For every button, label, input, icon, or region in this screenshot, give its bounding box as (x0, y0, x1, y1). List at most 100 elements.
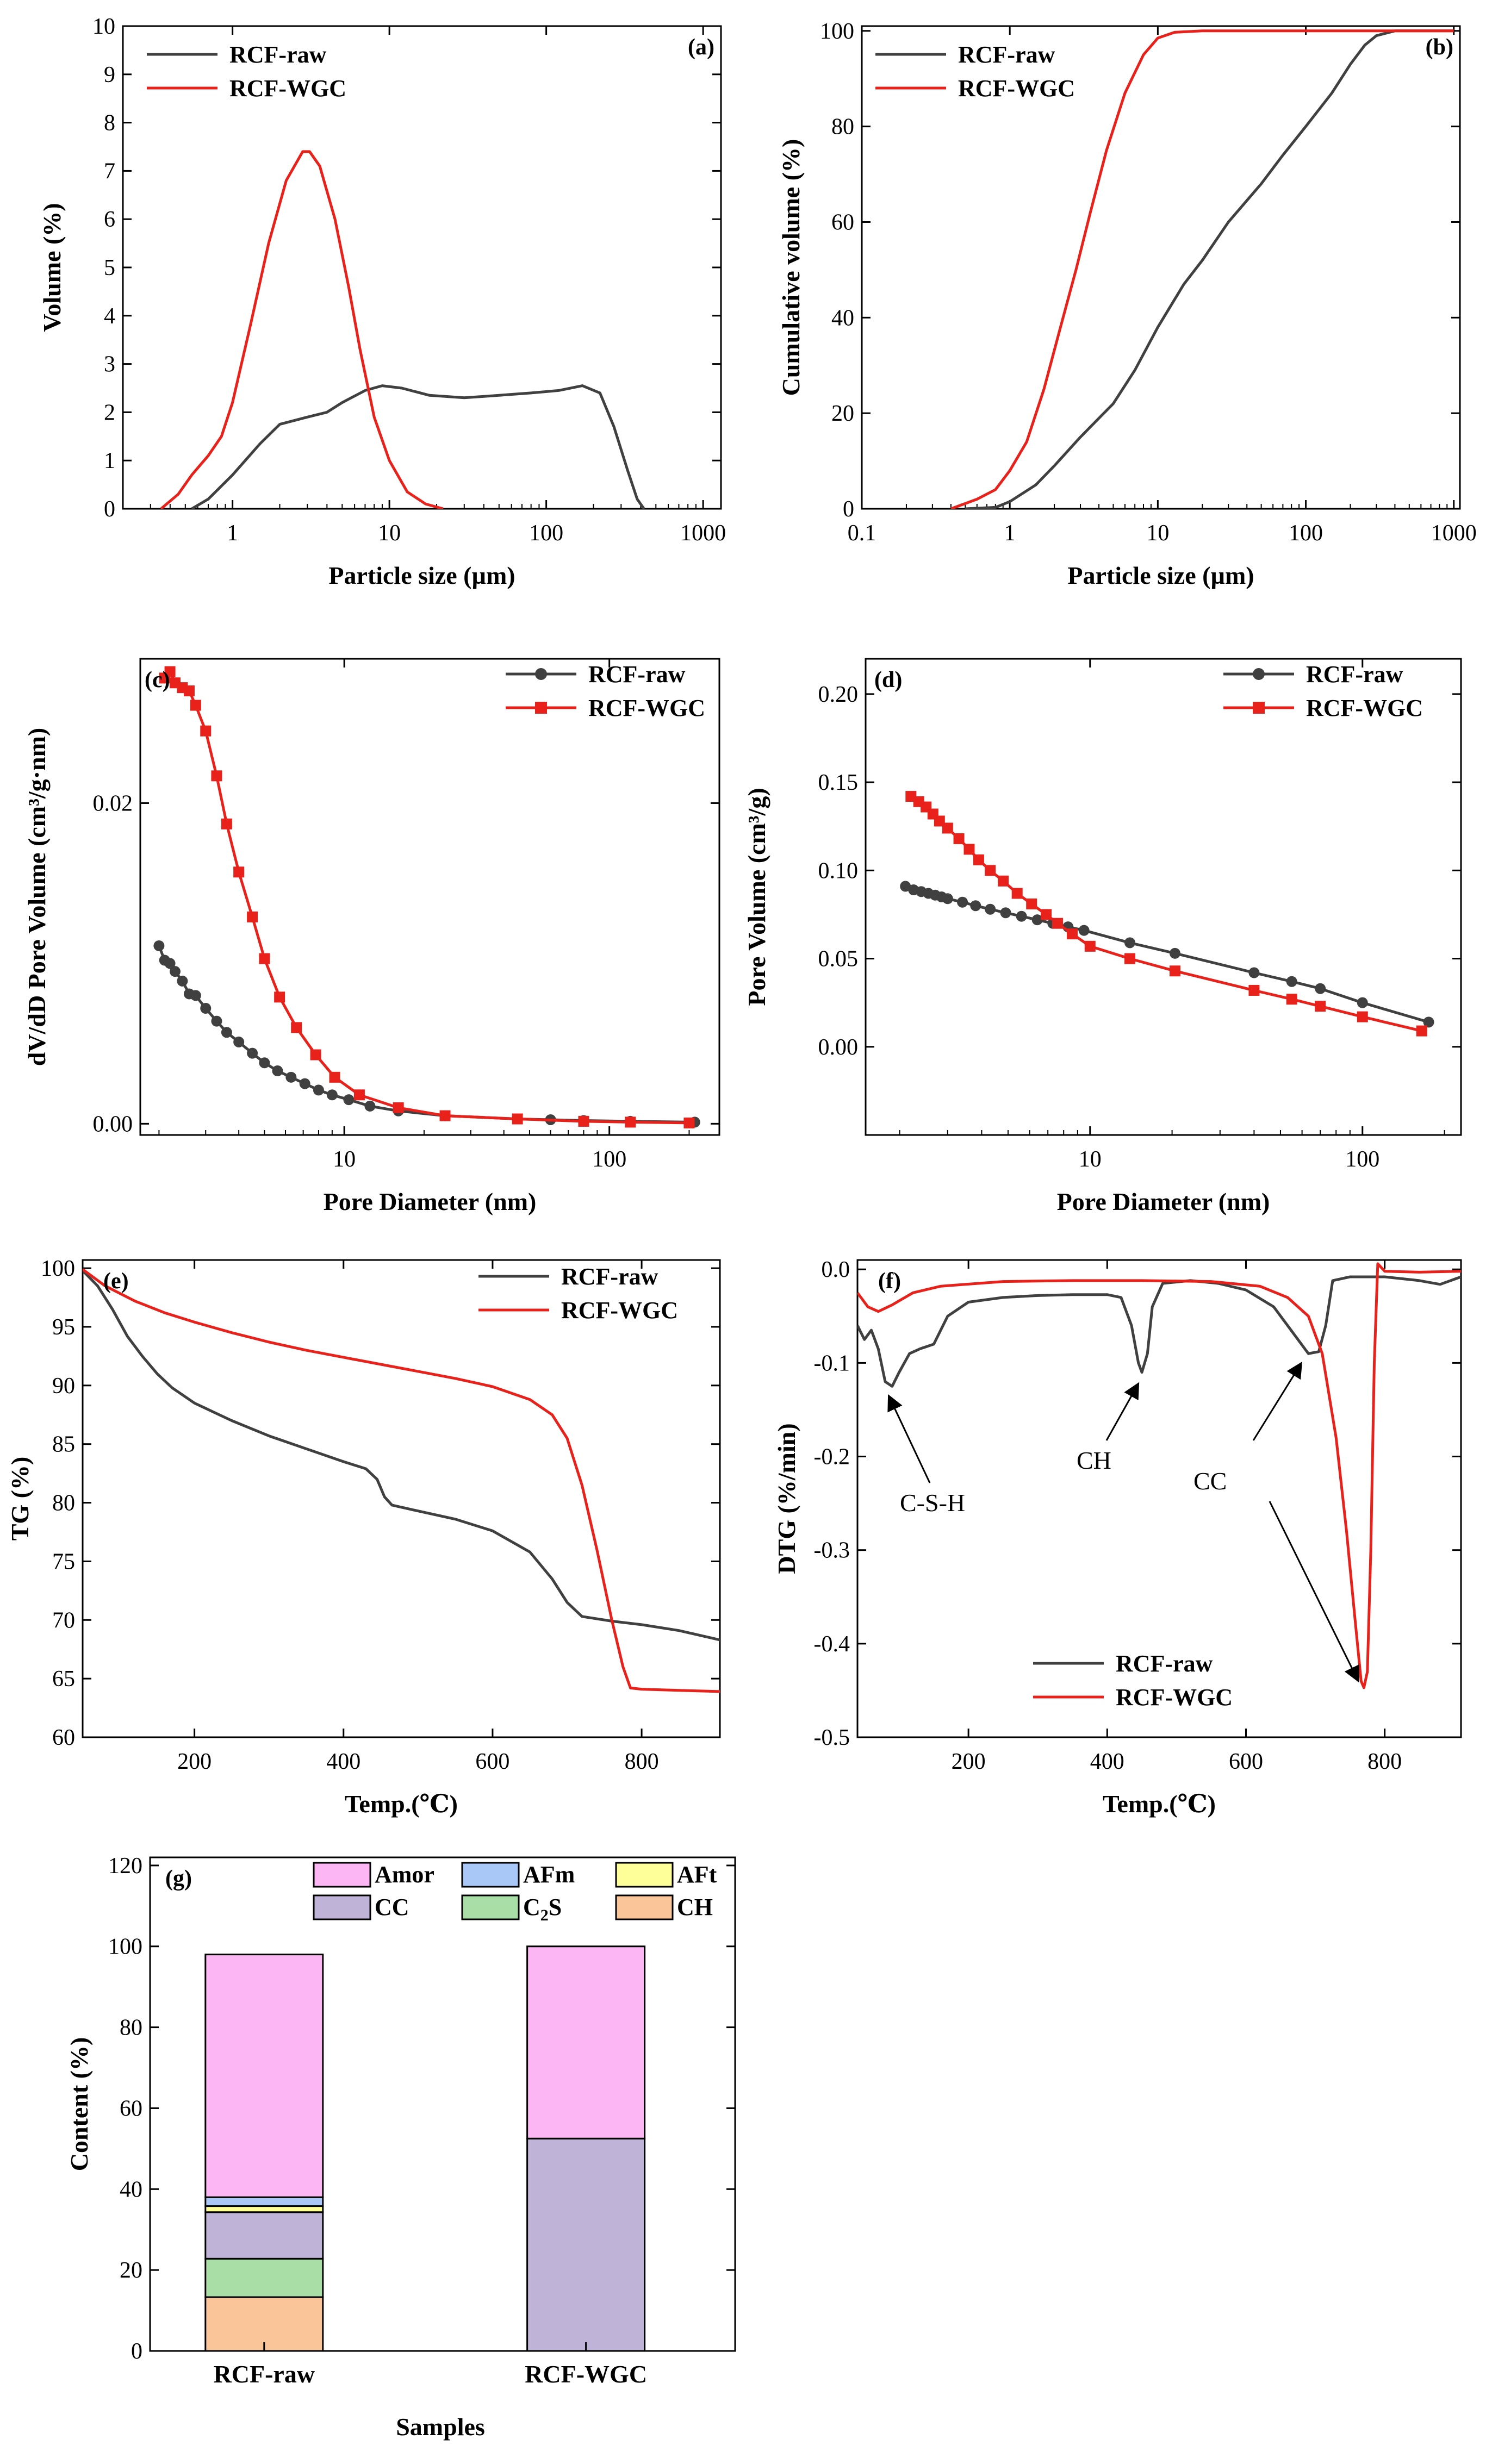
data-point (170, 966, 181, 977)
y-axis-title: DTG (%/min) (773, 1423, 800, 1574)
series-group (153, 666, 700, 1128)
y-tick-label: 0.05 (818, 947, 859, 972)
data-point (233, 1036, 245, 1047)
legend-label: CC (375, 1894, 409, 1920)
data-point (1286, 994, 1297, 1005)
data-point (625, 1116, 636, 1128)
data-point (177, 975, 188, 987)
legend-label: AFt (677, 1861, 717, 1888)
data-point (439, 1110, 451, 1121)
legend-label: RCF-raw (1116, 1650, 1213, 1677)
data-point (973, 854, 984, 865)
data-point (1066, 928, 1078, 940)
data-point (1169, 947, 1180, 959)
y-tick-label: 40 (831, 305, 854, 330)
y-tick-label: 90 (52, 1374, 75, 1399)
legend-label-sub: 2 (540, 1906, 549, 1924)
y-axis-title: Volume (%) (38, 203, 66, 332)
data-point (1315, 983, 1326, 994)
data-point (353, 1089, 365, 1101)
panel-label: (g) (165, 1866, 192, 1891)
x-tick-label: 600 (1229, 1749, 1263, 1774)
annotation-arrow (1252, 1361, 1303, 1441)
x-tick-label: 10 (1079, 1147, 1102, 1172)
y-tick-label: 0 (843, 497, 854, 522)
bar-segment-amor (526, 1945, 646, 2139)
x-tick-label: 1000 (680, 521, 726, 546)
y-tick-label: 65 (52, 1667, 75, 1692)
series-line-rcf-wgc (950, 29, 1454, 509)
y-tick-label: 7 (104, 159, 115, 184)
data-point (200, 1002, 212, 1014)
x-tick-label: 100 (529, 521, 563, 546)
legend-label: RCF-WGC (958, 75, 1075, 102)
series-line-rcf-raw (83, 1269, 720, 1642)
data-point (326, 1089, 338, 1101)
data-point (683, 1117, 695, 1128)
y-axis-title: Content (%) (65, 2037, 93, 2172)
y-tick-label: 10 (92, 14, 115, 39)
data-point (393, 1102, 404, 1113)
legend-swatch (615, 1862, 674, 1888)
y-tick-label: 20 (831, 401, 854, 426)
data-point (998, 875, 1009, 887)
x-axis-title: Samples (396, 2413, 485, 2441)
x-category-label: RCF-raw (214, 2360, 315, 2388)
chart-panel-b: 0.1 1 10 100 1000 Particle size (µm) 0 20 40 60 80… (777, 19, 1477, 589)
data-point (1248, 984, 1260, 996)
data-point (272, 1065, 283, 1077)
x-tick-label: 800 (625, 1749, 659, 1774)
series-group (900, 791, 1434, 1037)
chart-panel-g: 0 20 40 60 80 100 120 Content (%) RCF-raw RCF-WGC… (65, 1854, 736, 2441)
plot-frame (865, 658, 1462, 1136)
y-tick-label: -0.2 (814, 1445, 850, 1470)
data-point (963, 844, 975, 855)
panel-label: (f) (878, 1269, 901, 1294)
data-point (329, 1071, 340, 1083)
data-point (900, 881, 911, 892)
legend-marker (535, 668, 547, 680)
legend-marker (535, 702, 547, 714)
panel-label: (b) (1426, 35, 1453, 60)
data-point (1026, 898, 1037, 909)
legend-label-tail: S (549, 1894, 562, 1920)
bar-segment-ch (204, 2296, 324, 2352)
y-tick-label: 5 (104, 255, 115, 280)
legend-swatch (313, 1862, 371, 1888)
y-tick-label: -0.3 (814, 1538, 850, 1563)
series-line-rcf-wgc (83, 1268, 720, 1693)
x-tick-label: 800 (1367, 1749, 1402, 1774)
data-point (221, 818, 232, 829)
x-tick-label: 400 (326, 1749, 360, 1774)
panel-label: (d) (874, 668, 902, 693)
data-point (299, 1078, 310, 1089)
data-point (247, 911, 258, 922)
annotation-csh: C-S-H (900, 1489, 965, 1517)
x-axis-title: Temp.(℃) (1103, 1790, 1216, 1818)
x-tick-label: 100 (592, 1147, 626, 1172)
plot-frame (82, 1259, 721, 1738)
series-line-rcf-raw (965, 29, 1454, 509)
data-point (211, 1015, 222, 1027)
y-tick-label: 85 (52, 1432, 75, 1457)
x-axis-title: Pore Diameter (nm) (324, 1188, 537, 1215)
chart-panel-a: 1 10 100 1000 Particle size (µm) 0 1 2 3 4 5 6 7 8 9 10… (38, 14, 726, 589)
data-point (274, 991, 285, 1003)
series-group (950, 29, 1454, 509)
data-point (1052, 918, 1064, 929)
data-point (985, 903, 996, 915)
bar-segment-cc (526, 2137, 646, 2352)
legend-label: CH (677, 1894, 713, 1920)
series-line-rcf-raw (191, 384, 645, 509)
y-tick-label: 60 (120, 2096, 142, 2121)
data-point (1000, 907, 1011, 919)
y-tick-label: 70 (52, 1608, 75, 1633)
x-axis-title: Temp.(℃) (345, 1790, 458, 1818)
x-tick-label: 200 (177, 1749, 212, 1774)
legend-label: RCF-raw (561, 1263, 658, 1290)
plot-frame (149, 1856, 736, 2352)
legend-swatch (615, 1894, 674, 1920)
data-point (190, 700, 201, 711)
y-tick-label: 3 (104, 352, 115, 377)
